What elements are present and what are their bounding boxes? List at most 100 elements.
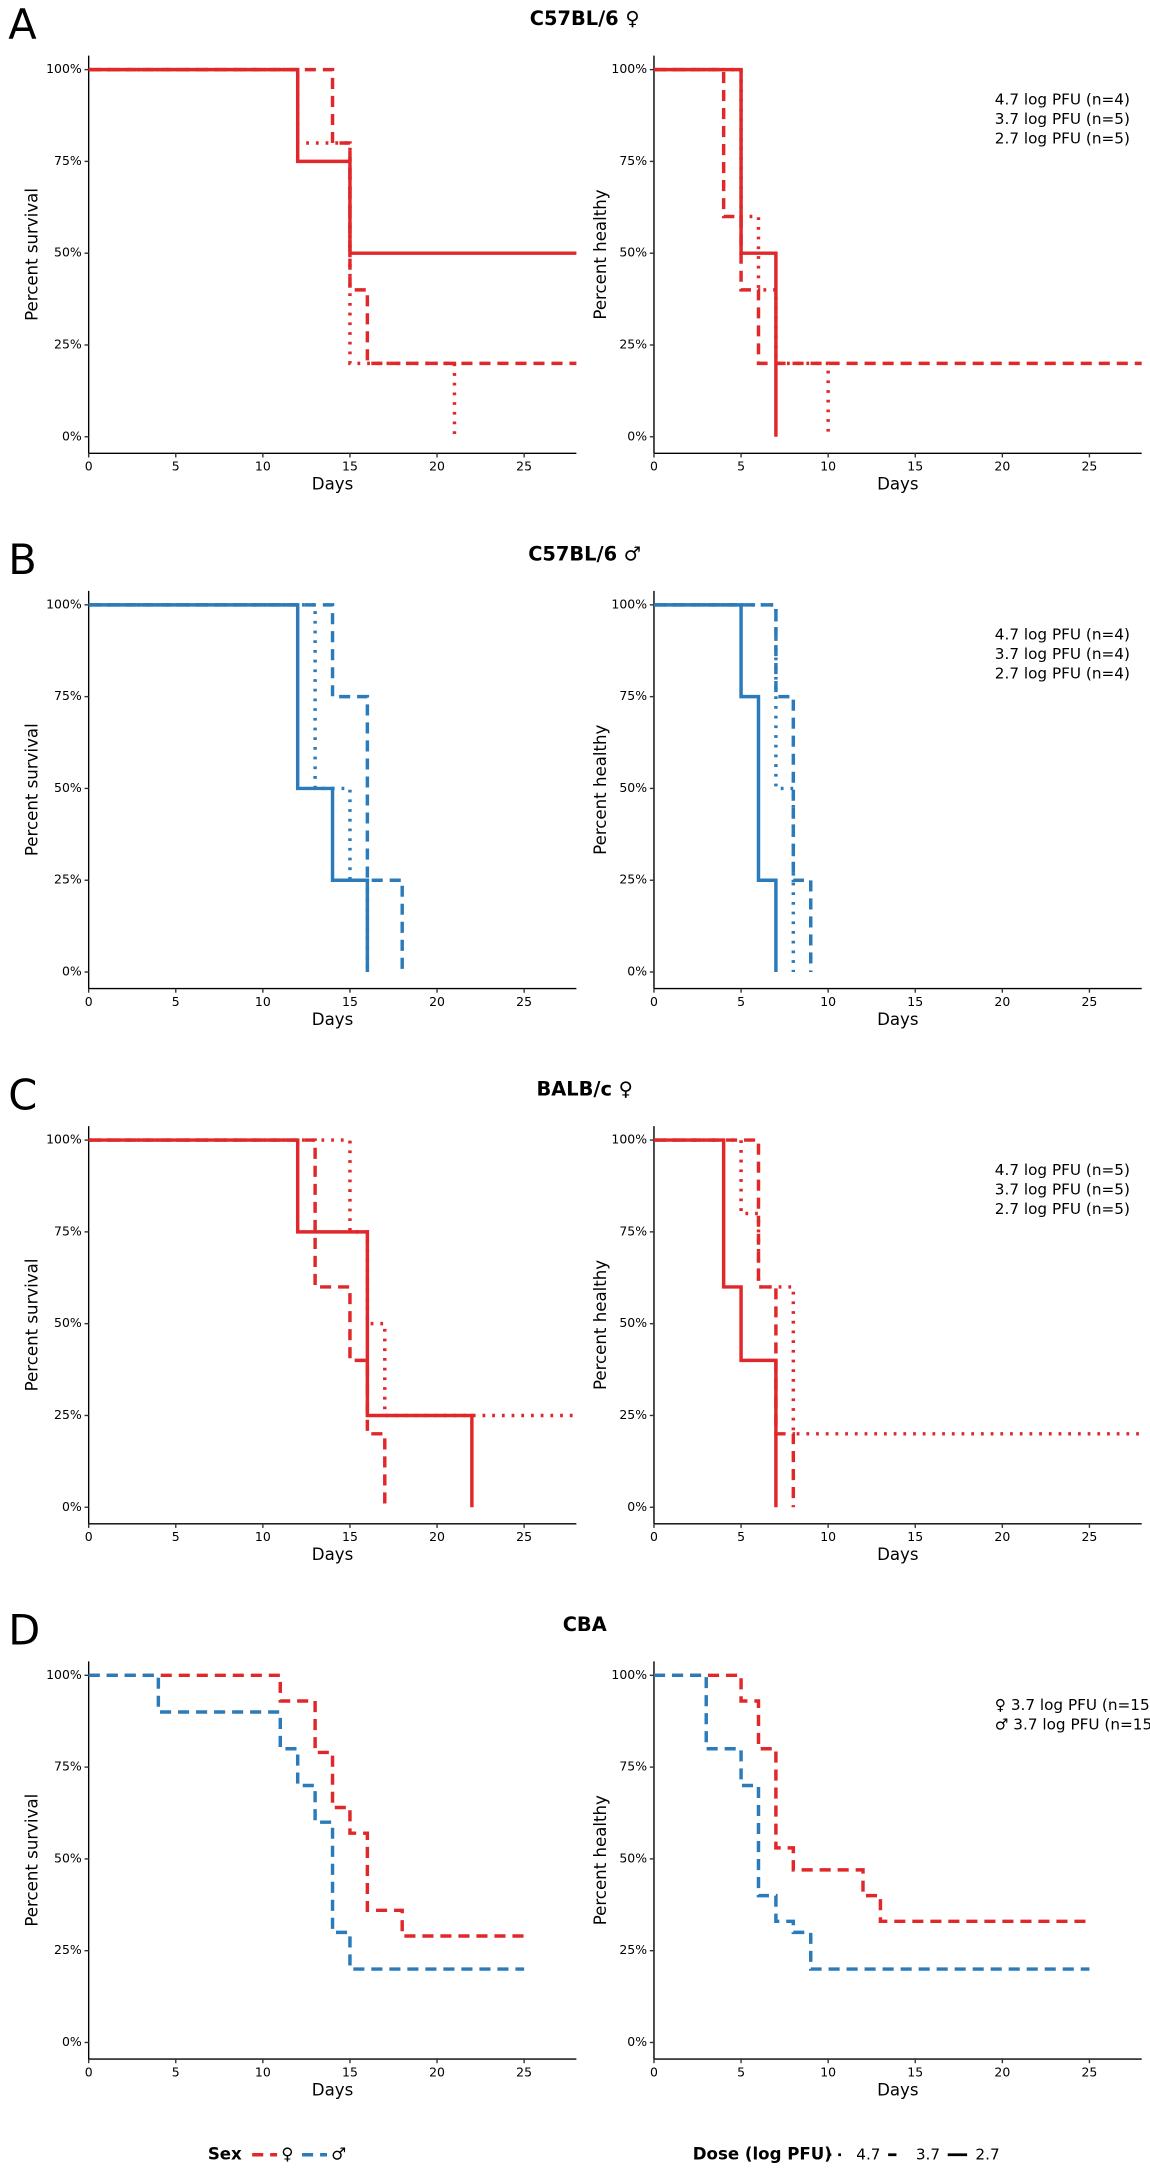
survival-curve	[653, 1673, 1090, 1971]
x-tick-label: 20	[994, 459, 1010, 474]
legend-label: 4.7 log PFU (n=4)	[995, 626, 1130, 644]
legend-title: Sex	[208, 2144, 242, 2163]
legend-label: 3.7 log PFU (n=5)	[995, 1180, 1130, 1198]
x-tick-label: 5	[172, 994, 180, 1009]
x-tick-label: 15	[342, 1529, 358, 1544]
x-tick-label: 5	[172, 1529, 180, 1544]
x-tick-label: 25	[516, 459, 532, 474]
survival-curve	[653, 603, 778, 973]
x-axis-label: Days	[877, 1545, 918, 1564]
x-tick-label: 10	[820, 994, 836, 1009]
x-axis-label: Days	[312, 475, 353, 494]
y-tick-label: 50%	[54, 245, 82, 260]
x-axis-label: Days	[312, 2080, 353, 2099]
y-tick-label: 0%	[62, 1499, 82, 1514]
y-tick-label: 75%	[619, 688, 647, 703]
panel-letter: B	[8, 535, 37, 584]
x-tick-label: 20	[994, 1529, 1010, 1544]
y-tick-label: 25%	[54, 1407, 82, 1422]
survival-curve	[88, 1673, 525, 1938]
x-tick-label: 10	[820, 2064, 836, 2079]
y-tick-label: 0%	[62, 428, 82, 443]
legend-label: 2.7 log PFU (n=5)	[995, 129, 1130, 147]
y-axis-label: Percent healthy	[591, 189, 610, 319]
legend-label: 4.7 log PFU (n=4)	[995, 90, 1130, 108]
y-tick-label: 25%	[54, 336, 82, 351]
y-tick-label: 75%	[54, 1223, 82, 1238]
x-tick-label: 15	[907, 1529, 923, 1544]
x-tick-label: 0	[85, 994, 93, 1009]
x-tick-label: 0	[85, 2064, 93, 2079]
y-axis-label: Percent survival	[23, 723, 42, 856]
y-tick-label: 25%	[54, 872, 82, 887]
y-tick-label: 100%	[611, 596, 647, 611]
x-axis-label: Days	[312, 1010, 353, 1029]
y-axis-label: Percent healthy	[591, 1260, 610, 1390]
y-tick-label: 50%	[619, 780, 647, 795]
x-tick-label: 10	[255, 459, 271, 474]
y-tick-label: 50%	[54, 780, 82, 795]
y-tick-label: 25%	[619, 1407, 647, 1422]
x-tick-label: 25	[1082, 2064, 1098, 2079]
survival-curve	[88, 1138, 577, 1418]
x-tick-label: 10	[255, 994, 271, 1009]
x-tick-label: 25	[1082, 1529, 1098, 1544]
x-tick-label: 0	[650, 1529, 658, 1544]
y-axis-label: Percent survival	[23, 188, 42, 321]
survival-curve	[88, 1138, 387, 1508]
y-tick-label: 0%	[62, 2034, 82, 2049]
row-title: CBA	[563, 1613, 607, 1636]
y-tick-label: 0%	[627, 1499, 647, 1514]
y-tick-label: 100%	[46, 1667, 82, 1682]
y-tick-label: 100%	[611, 1667, 647, 1682]
legend-label: ♀ 3.7 log PFU (n=15)	[995, 1696, 1150, 1714]
x-tick-label: 5	[172, 459, 180, 474]
y-tick-label: 25%	[619, 872, 647, 887]
x-tick-label: 5	[737, 994, 745, 1009]
x-axis-label: Days	[877, 2080, 918, 2099]
x-tick-label: 20	[429, 2064, 445, 2079]
survival-curve	[88, 67, 577, 255]
survival-curve	[653, 1138, 778, 1508]
y-tick-label: 0%	[627, 428, 647, 443]
panel-letter: D	[8, 1606, 40, 1655]
y-tick-label: 50%	[619, 1315, 647, 1330]
y-tick-label: 50%	[54, 1850, 82, 1865]
x-tick-label: 15	[907, 459, 923, 474]
x-tick-label: 5	[737, 2064, 745, 2079]
x-tick-label: 20	[429, 1529, 445, 1544]
survival-curve	[88, 67, 577, 366]
x-tick-label: 15	[907, 2064, 923, 2079]
x-tick-label: 10	[820, 1529, 836, 1544]
x-tick-label: 25	[1082, 459, 1098, 474]
x-tick-label: 10	[255, 2064, 271, 2079]
row-title: C57BL/6 ♀	[530, 7, 640, 30]
survival-curve	[88, 603, 404, 973]
y-tick-label: 50%	[619, 1850, 647, 1865]
y-tick-label: 100%	[611, 61, 647, 76]
legend-label: 3.7	[916, 2145, 940, 2163]
legend-label: 2.7 log PFU (n=4)	[995, 665, 1130, 683]
x-tick-label: 20	[994, 994, 1010, 1009]
y-tick-label: 100%	[611, 1132, 647, 1147]
panel-letter: C	[8, 1070, 37, 1119]
y-axis-label: Percent healthy	[591, 724, 610, 854]
x-axis-label: Days	[312, 1545, 353, 1564]
x-tick-label: 5	[737, 1529, 745, 1544]
legend-label: 4.7	[856, 2145, 880, 2163]
y-tick-label: 100%	[46, 61, 82, 76]
y-tick-label: 25%	[54, 1942, 82, 1957]
row-title: BALB/c ♀	[537, 1078, 633, 1101]
x-tick-label: 10	[255, 1529, 271, 1544]
x-tick-label: 15	[907, 994, 923, 1009]
x-tick-label: 10	[820, 459, 836, 474]
y-tick-label: 75%	[54, 688, 82, 703]
x-axis-label: Days	[877, 475, 918, 494]
y-tick-label: 50%	[54, 1315, 82, 1330]
x-tick-label: 0	[85, 459, 93, 474]
y-axis-label: Percent healthy	[591, 1795, 610, 1925]
legend-label: 2.7 log PFU (n=5)	[995, 1200, 1130, 1218]
x-tick-label: 5	[737, 459, 745, 474]
